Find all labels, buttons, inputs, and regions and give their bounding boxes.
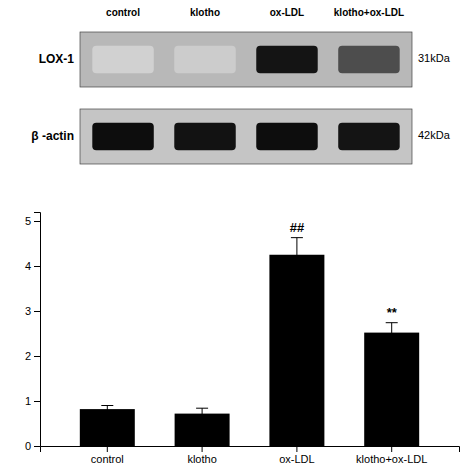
error-line [101,405,113,406]
y-tick-label: 5 [25,215,31,227]
y-tick: 1 [25,395,40,407]
blot-band [256,46,317,74]
x-tick: control [91,446,124,465]
y-tick: 2 [25,350,40,362]
row-label: β -actin [31,129,74,143]
lane-label: control [106,7,140,18]
error-line [386,342,398,343]
y-tick-label: 1 [25,395,31,407]
x-tick-mark [107,446,108,452]
y-tick-mark [34,266,40,267]
y-tick: 4 [25,260,40,272]
y-axis-line [34,213,41,447]
error-line [291,271,303,272]
plot-area [80,238,419,446]
size-label: 42kDa [418,129,451,141]
bar [364,333,419,446]
blot-band [338,46,399,74]
blot-band [174,46,235,74]
x-tick-label: ox-LDL [279,453,314,465]
y-tick-label: 0 [25,440,31,452]
error-line [202,408,203,419]
bar [269,255,324,446]
error-line [386,322,398,323]
error-bar [291,238,303,272]
blot-band [92,46,153,74]
error-line [196,408,208,409]
blot-strip [80,32,412,87]
error-bar [101,406,113,413]
x-tick-mark [391,446,392,452]
lane-label: ox-LDL [270,7,304,18]
blot-panel: control klotho ox-LDL klotho+ox-LDL LOX-1 31k… [31,7,450,164]
figure: controlklothoox-LDLklotho+ox-LDLLOX-131k… [0,0,474,474]
y-tick-label: 3 [25,305,31,317]
x-tick-mark [296,446,297,452]
y-axis: 0 1 2 3 4 5 [25,213,41,453]
blot-band [256,123,317,151]
error-line [391,323,392,343]
y-tick-label: 2 [25,350,31,362]
error-line [296,238,297,272]
y-tick-mark [34,401,40,402]
bar [80,409,135,446]
blot-band [92,123,153,151]
y-tick-mark [34,221,40,222]
y-tick-label: 4 [25,260,31,272]
y-tick: 5 [25,215,40,227]
x-axis-line [41,447,460,453]
blot-row: LOX-1 31kDa [39,32,451,87]
error-line [291,237,303,238]
x-tick: klotho+ox-LDL [356,446,427,465]
y-tick-mark [34,311,40,312]
error-bar [196,408,208,419]
x-tick-label: klotho+ox-LDL [356,453,427,465]
y-tick-mark [34,356,40,357]
error-bar [386,323,398,343]
x-tick-label: control [91,453,124,465]
lane-label: klotho [190,7,220,18]
blot-strip [80,109,412,164]
y-tick: 3 [25,305,40,317]
lane-label: klotho+ox-LDL [334,7,404,18]
y-tick-mark [34,446,40,447]
annotation: ## [290,220,305,235]
y-tick: 0 [25,440,40,452]
error-line [196,419,208,420]
bar-panel: 0 1 2 3 4 5 control klotho ox-LDL klotho+ox-LDL ##… [25,213,460,465]
x-tick: ox-LDL [279,446,314,465]
size-label: 31kDa [418,52,451,64]
x-tick: klotho [187,446,216,465]
blot-band [174,123,235,151]
annotation: ** [387,305,398,320]
blot-row: β -actin 42kDa [31,109,450,164]
x-tick-label: klotho [187,453,216,465]
row-label: LOX-1 [39,52,75,66]
blot-band [338,123,399,151]
x-axis: control klotho ox-LDL klotho+ox-LDL [41,446,460,465]
error-line [101,412,113,413]
error-line [107,406,108,413]
x-tick-mark [202,446,203,452]
